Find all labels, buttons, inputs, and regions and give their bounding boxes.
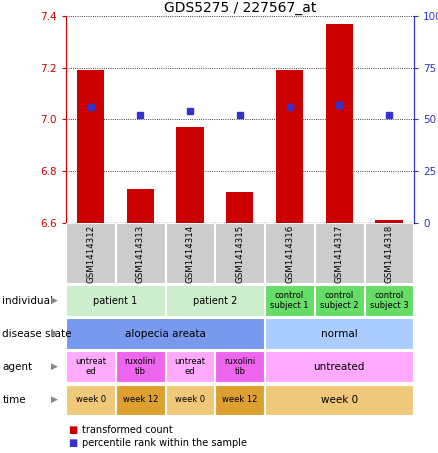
Bar bbox=[66, 223, 115, 284]
Text: untreated: untreated bbox=[314, 361, 365, 372]
Bar bbox=[265, 223, 314, 284]
Text: alopecia areata: alopecia areata bbox=[125, 328, 205, 339]
Text: ▶: ▶ bbox=[51, 329, 58, 338]
Bar bbox=[226, 192, 254, 223]
Text: control
subject 3: control subject 3 bbox=[370, 291, 408, 310]
Bar bbox=[166, 223, 215, 284]
Text: GSM1414317: GSM1414317 bbox=[335, 224, 344, 283]
Text: ▶: ▶ bbox=[51, 296, 58, 305]
Bar bbox=[375, 220, 403, 223]
Bar bbox=[177, 127, 204, 223]
Bar bbox=[265, 318, 413, 349]
Bar bbox=[127, 189, 154, 223]
Text: control
subject 1: control subject 1 bbox=[270, 291, 309, 310]
Text: untreat
ed: untreat ed bbox=[175, 357, 205, 376]
Text: week 0: week 0 bbox=[75, 395, 106, 404]
Bar bbox=[325, 24, 353, 223]
Bar bbox=[116, 385, 165, 415]
Bar bbox=[66, 318, 264, 349]
Bar bbox=[116, 223, 165, 284]
Bar bbox=[66, 385, 115, 415]
Text: normal: normal bbox=[321, 328, 358, 339]
Text: ▶: ▶ bbox=[51, 362, 58, 371]
Bar bbox=[315, 285, 364, 316]
Bar bbox=[66, 285, 165, 316]
Text: patient 2: patient 2 bbox=[193, 295, 237, 306]
Text: ▶: ▶ bbox=[51, 395, 58, 404]
Bar bbox=[166, 385, 215, 415]
Title: GDS5275 / 227567_at: GDS5275 / 227567_at bbox=[164, 1, 316, 15]
Bar bbox=[116, 352, 165, 382]
Text: untreat
ed: untreat ed bbox=[75, 357, 106, 376]
Text: control
subject 2: control subject 2 bbox=[320, 291, 359, 310]
Text: disease state: disease state bbox=[2, 328, 72, 339]
Text: GSM1414312: GSM1414312 bbox=[86, 224, 95, 283]
Text: individual: individual bbox=[2, 295, 53, 306]
Bar bbox=[166, 285, 264, 316]
Text: GSM1414314: GSM1414314 bbox=[186, 224, 194, 283]
Bar bbox=[215, 385, 264, 415]
Text: percentile rank within the sample: percentile rank within the sample bbox=[82, 438, 247, 448]
Text: GSM1414316: GSM1414316 bbox=[285, 224, 294, 283]
Text: patient 1: patient 1 bbox=[93, 295, 138, 306]
Bar bbox=[265, 385, 413, 415]
Text: ■: ■ bbox=[68, 438, 77, 448]
Bar bbox=[265, 285, 314, 316]
Text: time: time bbox=[2, 395, 26, 405]
Text: week 0: week 0 bbox=[175, 395, 205, 404]
Text: GSM1414315: GSM1414315 bbox=[235, 224, 244, 283]
Bar bbox=[315, 223, 364, 284]
Text: transformed count: transformed count bbox=[82, 425, 173, 435]
Bar bbox=[265, 352, 413, 382]
Text: week 12: week 12 bbox=[123, 395, 158, 404]
Text: week 0: week 0 bbox=[321, 395, 358, 405]
Bar bbox=[66, 352, 115, 382]
Text: agent: agent bbox=[2, 361, 32, 372]
Bar bbox=[365, 285, 413, 316]
Text: ruxolini
tib: ruxolini tib bbox=[224, 357, 255, 376]
Text: ruxolini
tib: ruxolini tib bbox=[125, 357, 156, 376]
Text: GSM1414318: GSM1414318 bbox=[385, 224, 393, 283]
Bar bbox=[215, 352, 264, 382]
Text: ■: ■ bbox=[68, 425, 77, 435]
Bar bbox=[276, 70, 303, 223]
Text: GSM1414313: GSM1414313 bbox=[136, 224, 145, 283]
Bar bbox=[77, 70, 104, 223]
Bar bbox=[166, 352, 215, 382]
Bar bbox=[365, 223, 413, 284]
Text: week 12: week 12 bbox=[222, 395, 258, 404]
Bar bbox=[215, 223, 264, 284]
